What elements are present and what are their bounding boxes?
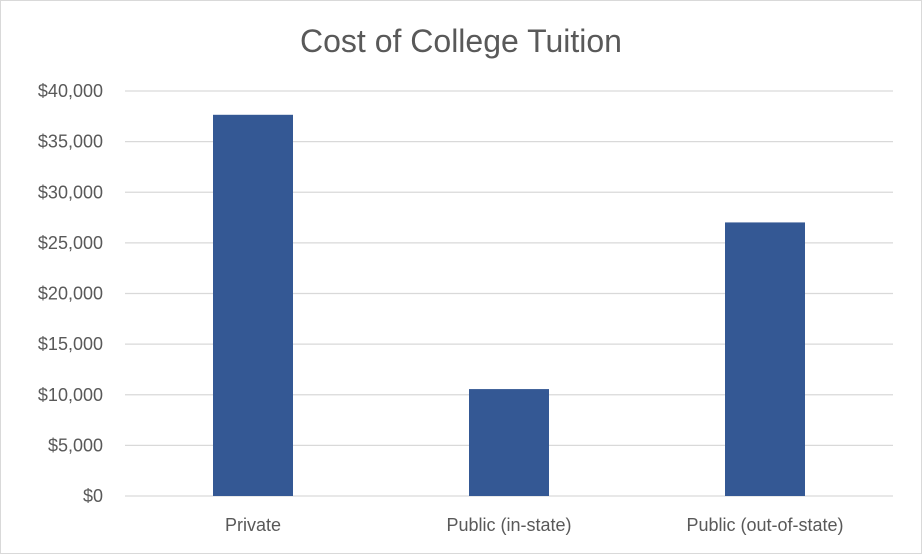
y-tick-label: $40,000 xyxy=(38,81,103,101)
y-tick-label: $30,000 xyxy=(38,182,103,202)
x-tick-label: Private xyxy=(225,515,281,535)
bars xyxy=(213,114,805,497)
chart-title: Cost of College Tuition xyxy=(300,23,622,59)
bar xyxy=(213,114,293,496)
bar xyxy=(725,222,805,497)
y-tick-label: $0 xyxy=(83,486,103,506)
y-tick-label: $15,000 xyxy=(38,334,103,354)
x-axis-tick-labels: Private Public (in-state) Public (out-of-s… xyxy=(225,515,844,535)
y-tick-label: $25,000 xyxy=(38,233,103,253)
y-tick-label: $10,000 xyxy=(38,385,103,405)
bar xyxy=(469,389,549,496)
x-tick-label: Public (out-of-state) xyxy=(686,515,843,535)
y-tick-label: $20,000 xyxy=(38,284,103,304)
x-tick-label: Public (in-state) xyxy=(446,515,571,535)
y-tick-label: $5,000 xyxy=(48,435,103,455)
y-tick-label: $35,000 xyxy=(38,132,103,152)
y-axis-tick-labels: $0 $5,000 $10,000 $15,000 $20,000 $25,000 $30,… xyxy=(38,81,103,506)
